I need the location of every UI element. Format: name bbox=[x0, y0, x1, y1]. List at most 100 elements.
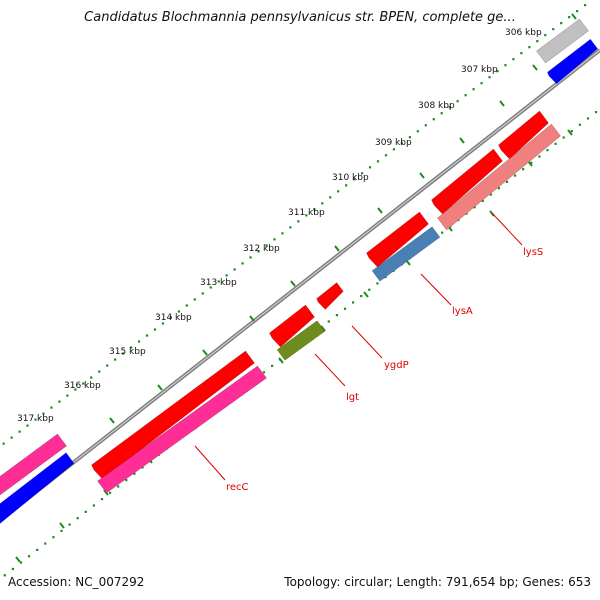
ruler-dot bbox=[50, 406, 53, 409]
inner-dot bbox=[335, 314, 338, 317]
inner-dot bbox=[262, 371, 266, 374]
ruler-tick bbox=[377, 207, 383, 214]
gene-red bbox=[431, 148, 503, 215]
inner-dot bbox=[28, 555, 31, 558]
ruler-tick bbox=[157, 384, 163, 391]
ruler-dot bbox=[337, 190, 340, 193]
ruler-dot bbox=[329, 196, 332, 199]
kbp-ruler: 306 kbp 307 kbp 308 kbp 309 kbp 310 kbp 311 k… bbox=[2, 4, 587, 445]
ruler-dot bbox=[2, 442, 5, 445]
inner-tick bbox=[320, 325, 326, 332]
inner-dot bbox=[505, 180, 509, 183]
ruler-dot bbox=[368, 166, 372, 169]
ruler-dot bbox=[289, 226, 292, 229]
ruler-dot bbox=[233, 268, 236, 271]
ruler-dot bbox=[114, 358, 117, 361]
inner-dot bbox=[522, 168, 525, 171]
inner-tick bbox=[363, 291, 369, 298]
ruler-dot bbox=[584, 4, 587, 7]
ruler-tick bbox=[571, 13, 577, 20]
ruler-dot bbox=[161, 322, 165, 325]
inner-dot bbox=[376, 282, 379, 285]
inner-dot bbox=[489, 193, 492, 196]
inner-dot bbox=[514, 174, 517, 177]
ruler-dot bbox=[257, 250, 260, 253]
map-title: Candidatus Blochmannia pennsylvanicus st… bbox=[84, 10, 516, 25]
inner-dot bbox=[327, 320, 330, 323]
ruler-tick bbox=[290, 280, 296, 287]
kbp-label: 311 kbp bbox=[288, 208, 325, 218]
inner-tick bbox=[278, 357, 284, 364]
inner-dot bbox=[19, 561, 23, 564]
inner-dot bbox=[343, 307, 347, 310]
inner-dot bbox=[141, 466, 144, 469]
ruler-dot bbox=[345, 184, 348, 187]
kbp-label: 306 kbp bbox=[505, 28, 542, 38]
gene-recC bbox=[97, 365, 267, 494]
kbp-label: 317 kbp bbox=[17, 414, 54, 424]
ruler-dot bbox=[496, 70, 499, 73]
ruler-tick bbox=[499, 100, 505, 107]
ruler-dot bbox=[42, 412, 45, 415]
gene-features bbox=[0, 18, 599, 524]
gene-name-label: ygdP bbox=[384, 360, 409, 371]
ruler-dot bbox=[488, 76, 491, 79]
ruler-dot bbox=[384, 154, 388, 157]
ruler-tick bbox=[249, 315, 255, 322]
ruler-dot bbox=[432, 118, 435, 121]
ruler-dot bbox=[464, 94, 467, 97]
ruler-dot bbox=[408, 136, 411, 139]
gene-labels: lysS lysA ygdP lgt recC bbox=[194, 212, 543, 493]
ruler-dot bbox=[456, 100, 459, 103]
ruler-dot bbox=[273, 238, 276, 241]
ruler-dot bbox=[26, 424, 29, 427]
inner-dot bbox=[465, 212, 468, 215]
leader-line bbox=[314, 353, 346, 387]
inner-dot bbox=[473, 206, 476, 209]
ruler-dot bbox=[34, 418, 37, 421]
gene-red bbox=[366, 211, 429, 268]
ruler-dot bbox=[58, 400, 61, 403]
ruler-dot bbox=[82, 382, 85, 385]
ruler-dot bbox=[281, 232, 284, 235]
inner-dot bbox=[562, 136, 565, 139]
inner-tick bbox=[15, 556, 21, 563]
ruler-dot bbox=[520, 52, 523, 55]
gene-name-label: lysA bbox=[452, 306, 473, 317]
inner-dot bbox=[497, 187, 500, 190]
inner-dot bbox=[76, 517, 79, 520]
inner-dot bbox=[60, 529, 63, 532]
ruler-dot bbox=[10, 436, 13, 439]
inner-dot bbox=[11, 567, 14, 571]
inner-dot bbox=[570, 130, 573, 133]
ruler-dot bbox=[568, 16, 571, 19]
inner-dot bbox=[117, 485, 120, 488]
ruler-tick bbox=[532, 64, 538, 71]
ruler-dot bbox=[472, 88, 475, 91]
kbp-label: 314 kbp bbox=[155, 313, 192, 323]
ruler-dot bbox=[201, 292, 204, 295]
kbp-label: 308 kbp bbox=[418, 101, 455, 111]
ruler-tick bbox=[459, 137, 465, 144]
ruler-tick bbox=[419, 172, 425, 179]
ruler-tick bbox=[334, 245, 340, 252]
ruler-dot bbox=[321, 202, 324, 205]
gene-blue bbox=[547, 38, 599, 85]
gene-lysS bbox=[437, 123, 561, 231]
leader-line bbox=[351, 325, 383, 359]
ruler-dot bbox=[193, 298, 196, 301]
inner-dot bbox=[125, 479, 128, 482]
ruler-dot bbox=[297, 220, 300, 223]
inner-dot bbox=[352, 301, 355, 304]
gene-red bbox=[316, 282, 344, 310]
ruler-dot bbox=[305, 214, 308, 217]
leader-line bbox=[491, 212, 523, 246]
gene-name-label: lgt bbox=[346, 392, 359, 403]
ruler-dot bbox=[169, 316, 173, 319]
ruler-dot bbox=[424, 124, 427, 127]
inner-dot bbox=[546, 149, 549, 152]
inner-dot bbox=[578, 123, 581, 126]
ruler-dot bbox=[153, 328, 157, 331]
kbp-label: 313 kbp bbox=[200, 278, 237, 288]
inner-dot bbox=[538, 155, 541, 158]
